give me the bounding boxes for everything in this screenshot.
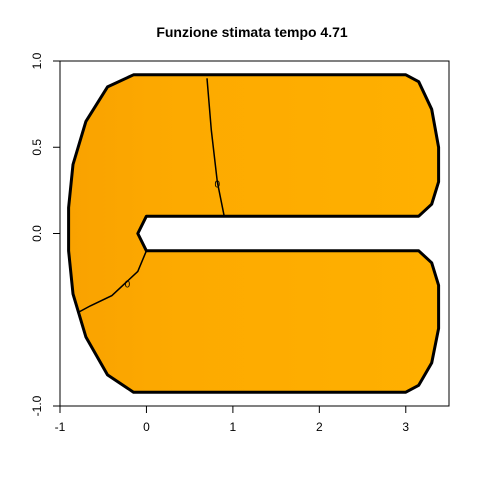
x-tick-label: 1: [230, 420, 237, 434]
y-axis: -1.0 0.0 0.5 1.0: [30, 52, 61, 416]
domain-boundary: [67, 73, 441, 394]
x-tick-label: 2: [316, 420, 323, 434]
y-tick-label: 1.0: [30, 52, 44, 69]
chart-title: Funzione stimata tempo 4.71: [156, 24, 348, 40]
y-tick-label: -1.0: [30, 395, 44, 416]
y-tick-label: 0.0: [30, 225, 44, 242]
contour-line: [206, 78, 225, 217]
contour-lines: 00: [76, 78, 225, 314]
x-tick-label: -1: [55, 420, 66, 434]
x-axis: -1 0 1 2 3: [55, 405, 409, 434]
contour-label: 0: [125, 280, 131, 291]
y-tick-label: 0.5: [30, 139, 44, 156]
x-tick-label: 3: [402, 420, 409, 434]
contour-line: [76, 250, 148, 314]
contour-label: 0: [215, 180, 221, 191]
x-tick-label: 0: [143, 420, 150, 434]
domain-fill: [68, 74, 439, 393]
